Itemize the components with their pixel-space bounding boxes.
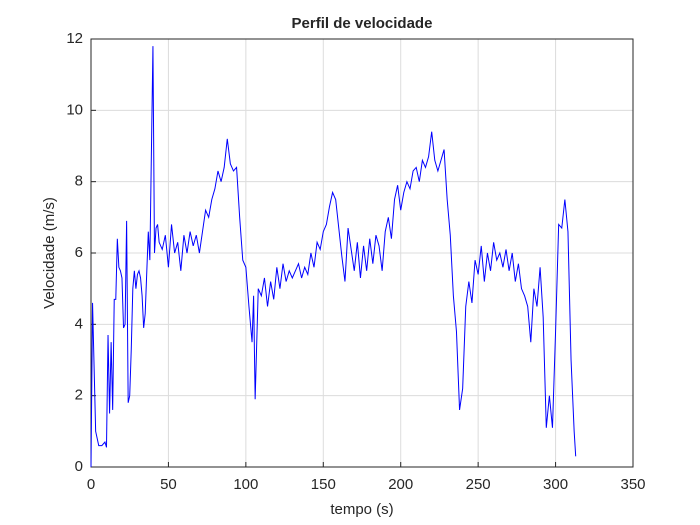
y-tick-label: 8 [75, 173, 83, 190]
axes-box [90, 38, 634, 468]
y-tick-label: 0 [75, 458, 83, 475]
y-tick-label: 6 [75, 244, 83, 261]
x-tick-label: 0 [87, 476, 95, 493]
y-tick-label: 12 [66, 30, 83, 47]
y-axis-label: Velocidade (m/s) [41, 197, 58, 309]
x-tick-label: 100 [233, 476, 258, 493]
y-tick-label: 4 [75, 315, 83, 332]
chart-title: Perfil de velocidade [292, 15, 433, 32]
x-tick-label: 50 [160, 476, 177, 493]
data-line [90, 46, 577, 468]
x-tick-label: 150 [311, 476, 336, 493]
x-tick-label: 250 [466, 476, 491, 493]
x-tick-label: 200 [388, 476, 413, 493]
x-tick-label: 300 [543, 476, 568, 493]
y-tick-label: 2 [75, 387, 83, 404]
y-tick-label: 10 [66, 101, 83, 118]
x-tick-label: 350 [620, 476, 645, 493]
x-axis-label: tempo (s) [330, 501, 393, 518]
